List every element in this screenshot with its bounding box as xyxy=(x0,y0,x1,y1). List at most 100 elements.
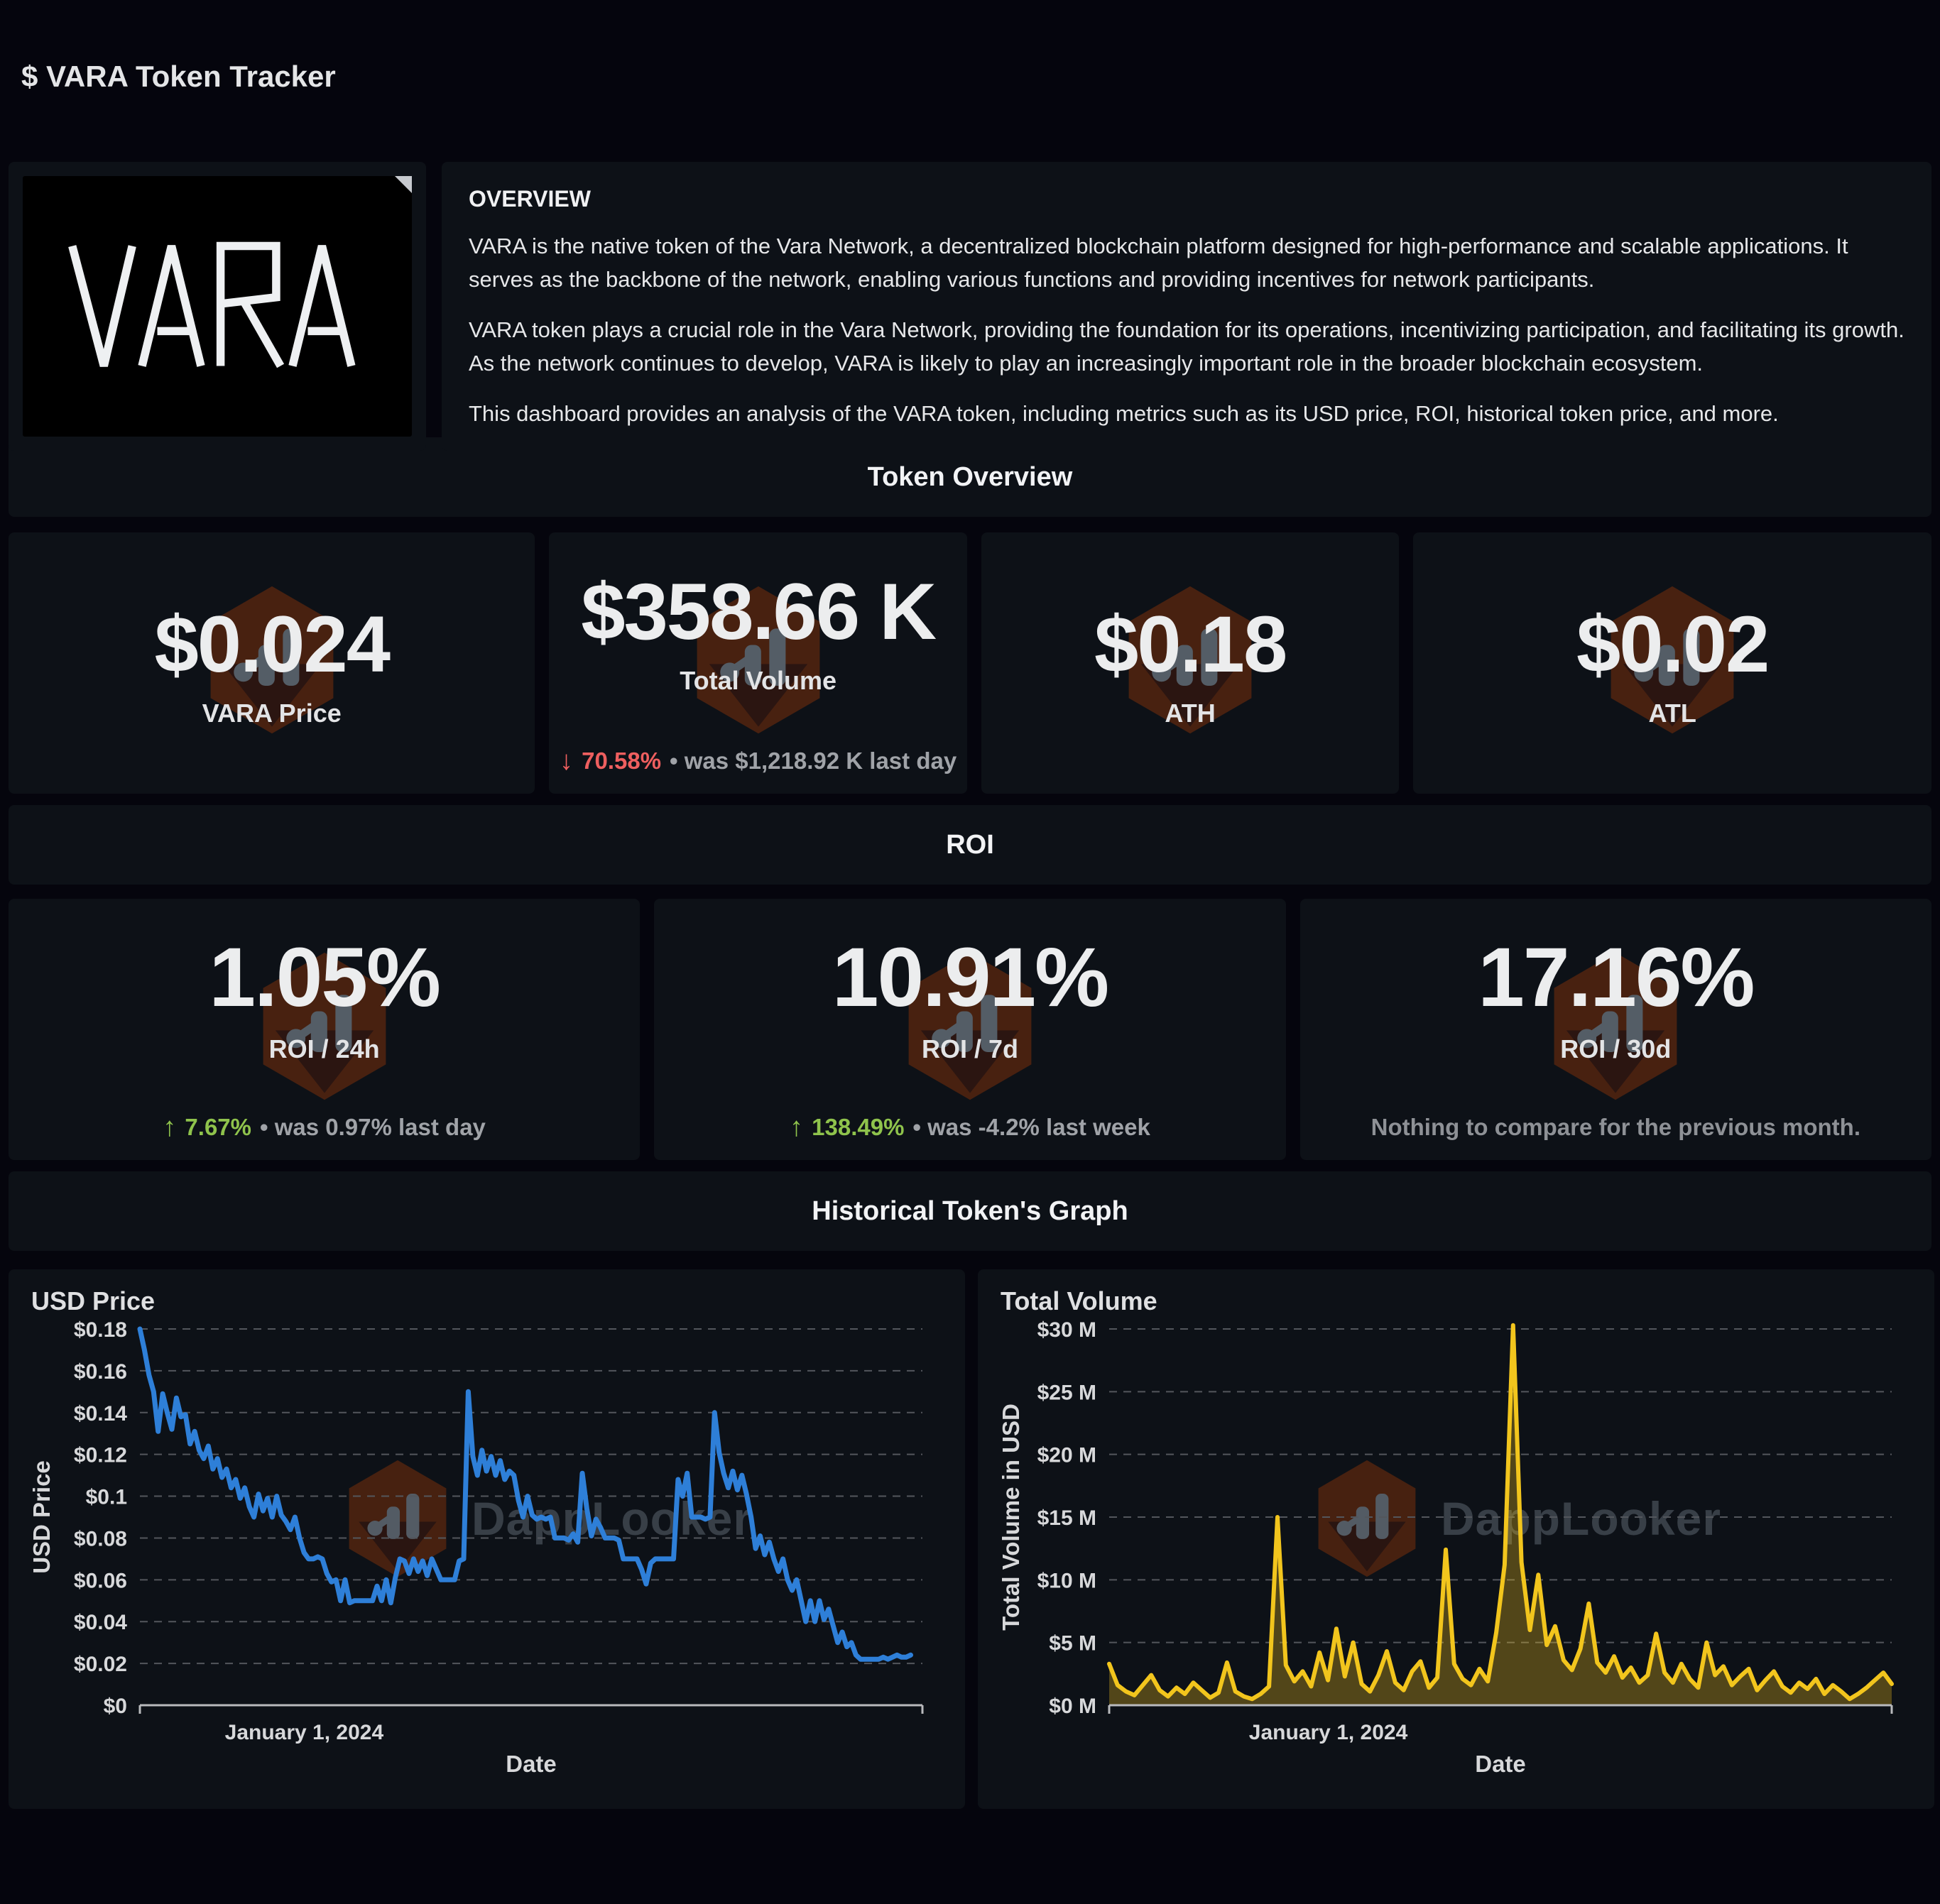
overview-paragraph: This dashboard provides an analysis of t… xyxy=(469,401,1779,427)
svg-text:$0.14: $0.14 xyxy=(74,1402,127,1426)
roi-30d-value: 17.16% xyxy=(1478,931,1755,1024)
section-header-historical-graph: Historical Token's Graph xyxy=(9,1171,1931,1251)
svg-text:USD Price: USD Price xyxy=(28,1460,55,1574)
total-volume-delta: ↓ 70.58% • was $1,218.92 K last day xyxy=(560,728,957,794)
dapplooker-watermark xyxy=(204,581,340,739)
roi-7d-delta: ↑ 138.49% • was -4.2% last week xyxy=(790,1095,1150,1160)
dapplooker-watermark xyxy=(1547,948,1684,1105)
dapplooker-hexagon-icon xyxy=(1313,1457,1421,1580)
svg-text:$0.04: $0.04 xyxy=(74,1611,127,1634)
vara-price-value: $0.024 xyxy=(154,599,391,689)
usd-price-x-axis-title: Date xyxy=(506,1751,557,1777)
svg-text:$0 M: $0 M xyxy=(1049,1695,1096,1718)
svg-text:$25 M: $25 M xyxy=(1037,1381,1096,1404)
roi-7d-value: 10.91% xyxy=(832,931,1109,1024)
delta-comparison-text: • was -4.2% last week xyxy=(912,1114,1150,1140)
vara-logo: VARA xyxy=(23,176,412,437)
svg-text:$30 M: $30 M xyxy=(1037,1318,1096,1342)
delta-comparison-text: • was 0.97% last day xyxy=(260,1114,486,1140)
svg-text:$20 M: $20 M xyxy=(1037,1444,1096,1467)
delta-comparison-text: • was $1,218.92 K last day xyxy=(670,748,957,774)
kpi-card-ath: $0.18 ATH xyxy=(981,532,1400,794)
dapplooker-hexagon-icon xyxy=(256,948,393,1105)
svg-text:$0: $0 xyxy=(104,1695,127,1718)
dapplooker-hexagon-icon xyxy=(690,581,827,739)
vara-logo-card: VARA xyxy=(9,162,426,451)
total-volume-chart-title: Total Volume xyxy=(1001,1286,1157,1315)
svg-text:$0.18: $0.18 xyxy=(74,1318,127,1342)
roi-7d-label: ROI / 7d xyxy=(921,1034,1018,1063)
svg-text:$15 M: $15 M xyxy=(1037,1506,1096,1530)
kpi-card-vara-price: $0.024 VARA Price xyxy=(9,532,535,794)
roi-24h-delta: ↑ 7.67% • was 0.97% last day xyxy=(163,1095,485,1160)
total-volume-chart-card: Total Volume DappLooker $0 M $5 M $10 M $15… xyxy=(978,1269,1934,1809)
dapplooker-hexagon-icon xyxy=(204,581,340,739)
usd-price-plot: $0 $0.02 $0.04 $0.06 $0.08 $0.1 $0.12 $0.14 $0.1… xyxy=(23,1318,951,1751)
kpi-card-total-volume: $358.66 K Total Volume ↓ 70.58% • was $1… xyxy=(549,532,967,794)
dapplooker-hexagon-icon xyxy=(344,1457,452,1580)
total-volume-label: Total Volume xyxy=(680,665,837,695)
dapplooker-hexagon-icon xyxy=(902,948,1038,1105)
svg-text:Total Volume in USD: Total Volume in USD xyxy=(998,1404,1024,1631)
dapplooker-watermark xyxy=(1122,581,1258,739)
arrow-up-icon: ↑ xyxy=(163,1112,177,1142)
historical-charts: USD Price DappLooker $0 $0.02 $0.04 $0.06 $0… xyxy=(9,1269,1934,1809)
svg-text:$10 M: $10 M xyxy=(1037,1569,1096,1592)
arrow-down-icon: ↓ xyxy=(560,745,574,776)
delta-percent: 7.67% xyxy=(185,1114,251,1140)
usd-price-chart-title: USD Price xyxy=(31,1286,156,1315)
vara-logo-glyphs xyxy=(68,242,356,368)
section-header-token-overview: Token Overview xyxy=(9,437,1931,517)
svg-text:$0.16: $0.16 xyxy=(74,1360,127,1384)
total-volume-value: $358.66 K xyxy=(581,567,937,656)
overview-paragraph: VARA is the native token of the Vara Net… xyxy=(469,234,1848,292)
section-header-roi: ROI xyxy=(9,805,1931,885)
usd-price-chart[interactable]: DappLooker $0 $0.02 $0.04 $0.06 $0.08 $0.1 $0.… xyxy=(23,1318,951,1751)
svg-text:$0.06: $0.06 xyxy=(74,1569,127,1592)
kpi-card-roi-7d: 10.91% ROI / 7d ↑ 138.49% • was -4.2% la… xyxy=(654,899,1286,1160)
roi-24h-label: ROI / 24h xyxy=(268,1034,380,1063)
kpi-card-roi-24h: 1.05% ROI / 24h ↑ 7.67% • was 0.97% last… xyxy=(9,899,641,1160)
svg-text:$0.12: $0.12 xyxy=(74,1444,127,1467)
overview-heading: OVERVIEW xyxy=(469,186,591,212)
dapplooker-hexagon-icon xyxy=(1122,581,1258,739)
dapplooker-watermark xyxy=(690,581,827,739)
svg-text:$0.08: $0.08 xyxy=(74,1527,127,1550)
total-volume-chart[interactable]: DappLooker $0 M $5 M $10 M $15 M $20 M $25 M $… xyxy=(992,1318,1920,1751)
logo-corner-fold xyxy=(395,176,412,193)
delta-percent: 70.58% xyxy=(582,748,662,774)
delta-percent: 138.49% xyxy=(812,1114,905,1140)
dapplooker-watermark-text: DappLooker xyxy=(1441,1492,1722,1545)
total-volume-plot: $0 M $5 M $10 M $15 M $20 M $25 M $30 M Total V… xyxy=(992,1318,1920,1751)
roi-30d-label: ROI / 30d xyxy=(1560,1034,1672,1063)
ath-label: ATH xyxy=(1165,698,1216,728)
dapplooker-watermark: DappLooker xyxy=(1313,1457,1721,1580)
overview-paragraph: VARA token plays a crucial role in the V… xyxy=(469,317,1904,376)
svg-text:$5 M: $5 M xyxy=(1049,1632,1096,1656)
overview-card: OVERVIEW VARA is the native token of the… xyxy=(442,162,1931,451)
dapplooker-watermark xyxy=(902,948,1038,1105)
kpi-card-atl: $0.02 ATL xyxy=(1413,532,1931,794)
usd-price-chart-card: USD Price DappLooker $0 $0.02 $0.04 $0.06 $0… xyxy=(9,1269,965,1809)
total-volume-x-axis-title: Date xyxy=(1475,1751,1526,1777)
svg-text:$0.1: $0.1 xyxy=(86,1486,127,1509)
dapplooker-hexagon-icon xyxy=(1604,581,1740,739)
ath-value: $0.18 xyxy=(1094,599,1287,689)
dapplooker-watermark xyxy=(1604,581,1740,739)
svg-text:$0.02: $0.02 xyxy=(74,1653,127,1676)
atl-label: ATL xyxy=(1648,698,1696,728)
dapplooker-hexagon-icon xyxy=(1547,948,1684,1105)
svg-text:January 1, 2024: January 1, 2024 xyxy=(1249,1721,1408,1744)
header-row: VARA OVERVIEW VARA is the native token o… xyxy=(9,162,1931,451)
no-comparison-text: Nothing to compare for the previous mont… xyxy=(1370,1114,1860,1140)
atl-value: $0.02 xyxy=(1576,599,1770,689)
roi-stats: 1.05% ROI / 24h ↑ 7.67% • was 0.97% last… xyxy=(9,899,1931,1160)
page-title: $ VARA Token Tracker xyxy=(21,60,336,93)
dapplooker-watermark xyxy=(256,948,393,1105)
token-overview-stats: $0.024 VARA Price $358.66 K Total Volume… xyxy=(9,532,1931,794)
svg-text:January 1, 2024: January 1, 2024 xyxy=(225,1721,384,1744)
roi-24h-value: 1.05% xyxy=(209,931,441,1024)
roi-30d-note: Nothing to compare for the previous mont… xyxy=(1371,1095,1860,1160)
arrow-up-icon: ↑ xyxy=(790,1112,804,1142)
